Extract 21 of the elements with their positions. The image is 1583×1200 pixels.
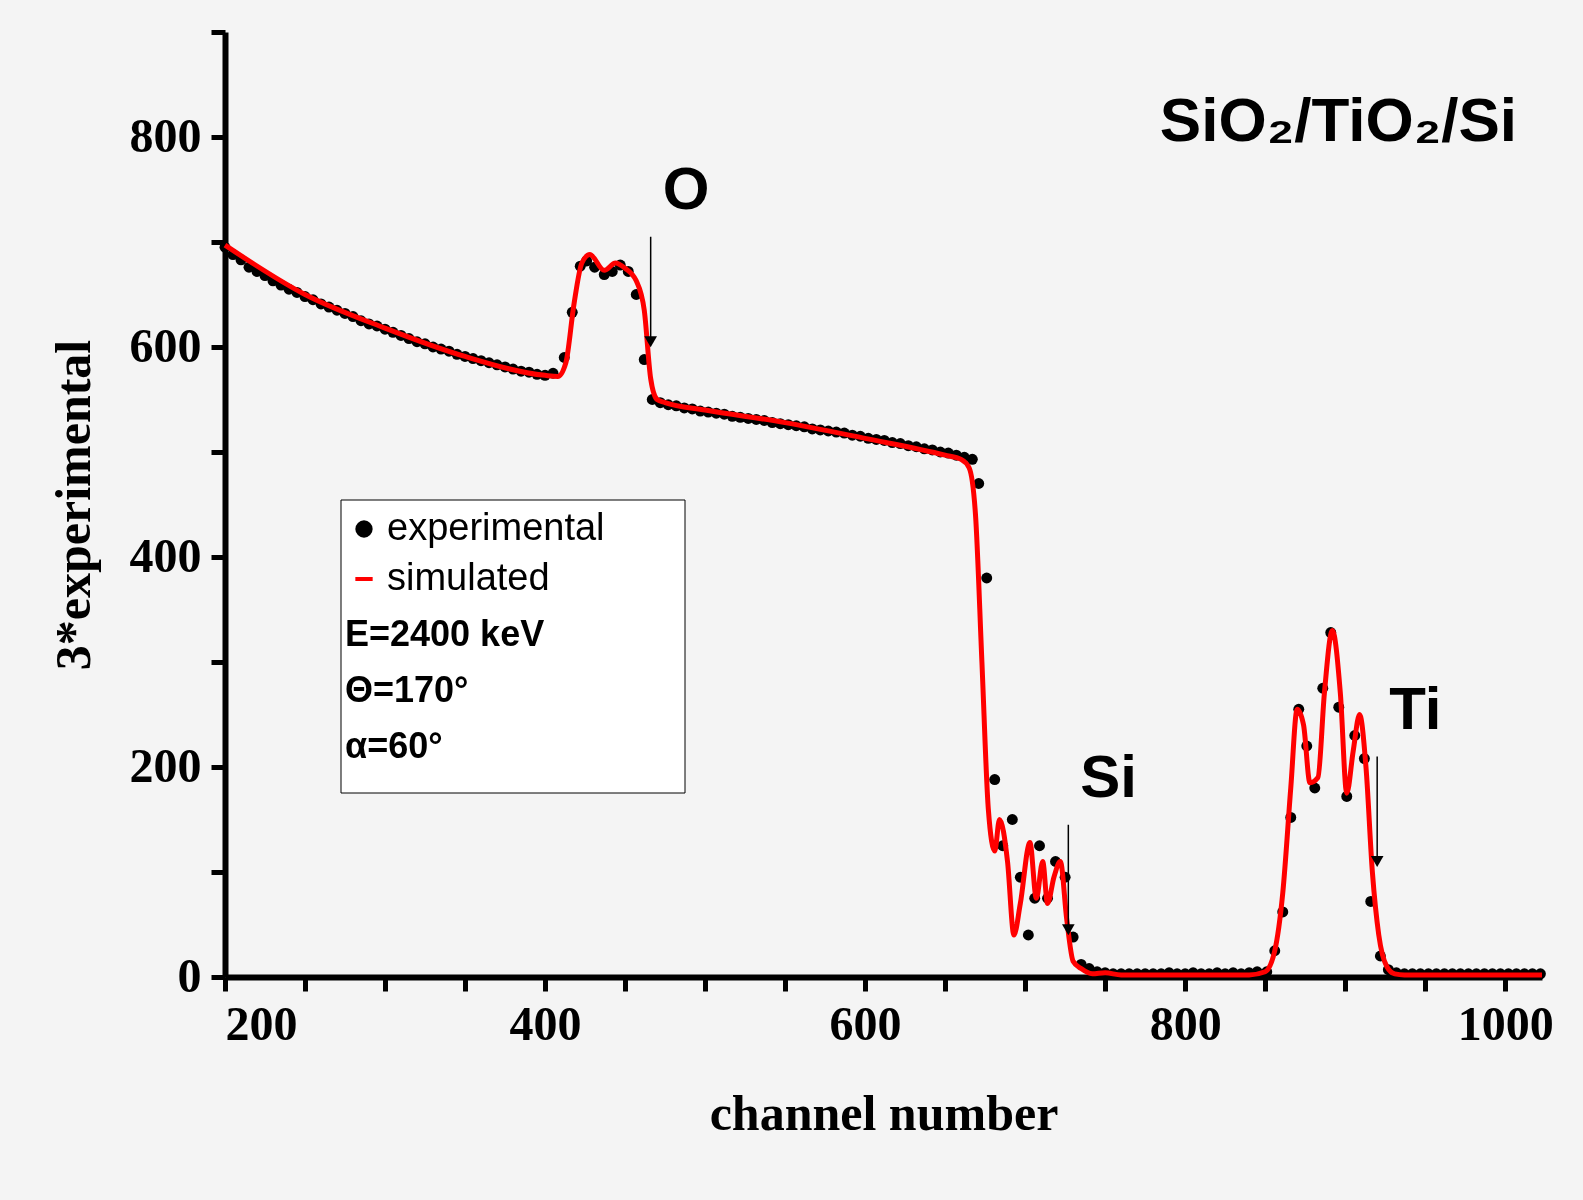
y-tick-label: 0 — [177, 948, 202, 1002]
x-tick-label: 600 — [829, 996, 902, 1050]
legend-label: simulated — [387, 556, 550, 598]
annotation: α=60° — [345, 725, 443, 766]
text: SiO₂/TiO₂/Si — [1159, 85, 1517, 154]
y-tick-label: 400 — [129, 528, 202, 582]
x-axis-title: channel number — [709, 1084, 1059, 1141]
legend-label: experimental — [387, 506, 605, 548]
y-axis-title: 3*experimental — [44, 339, 101, 671]
x-tick-label: 200 — [225, 996, 298, 1050]
x-tick-label: 800 — [1149, 996, 1222, 1050]
y-tick-label: 600 — [129, 318, 202, 372]
x-tick-label: 400 — [509, 996, 582, 1050]
y-tick-label: 200 — [129, 738, 202, 792]
annotation: O — [662, 154, 710, 222]
annotation: Ti — [1389, 674, 1442, 742]
annotation: E=2400 keV — [345, 613, 545, 654]
annotation: Si — [1080, 742, 1138, 810]
annotation: Θ=170° — [345, 669, 469, 710]
x-tick-label: 1000 — [1457, 996, 1554, 1050]
y-tick-label: 800 — [129, 108, 202, 162]
